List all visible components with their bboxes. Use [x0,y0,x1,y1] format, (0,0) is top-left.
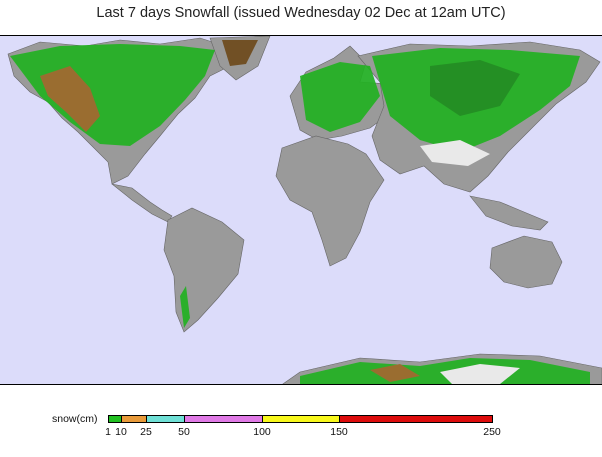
ice-antarctica [440,364,520,384]
africa [275,135,385,267]
legend-swatch-50-100 [184,415,263,423]
legend-swatch-1-10 [108,415,122,423]
legend-swatch-10-25 [121,415,147,423]
australia [489,235,563,289]
ice-himalaya [420,140,490,166]
southeast-asia-islands [469,195,549,231]
legend-label: snow(cm) [52,413,98,425]
snow-antarctica-dark [370,364,420,382]
legend-tick-50: 50 [178,426,190,438]
snowfall-overlay [10,40,590,384]
snow-greenland [222,40,258,66]
legend-tick-25: 25 [140,426,152,438]
legend-tick-10: 10 [115,426,127,438]
central-america [111,183,173,223]
legend-swatch-150-250 [339,415,493,423]
snow-andes [180,286,190,328]
legend-swatch-100-150 [262,415,340,423]
legend-tick-1: 1 [105,426,111,438]
snow-north-america-mountains [40,66,100,132]
legend-tick-100: 100 [253,426,271,438]
legend-swatch-25-50 [146,415,185,423]
world-map [0,35,602,385]
snowfall-legend: snow(cm) 1 10 25 50 100 150 250 [0,395,602,455]
legend-tick-150: 150 [330,426,348,438]
snow-asia-dark [430,60,520,116]
snow-europe [300,62,380,132]
map-title: Last 7 days Snowfall (issued Wednesday 0… [96,5,506,21]
legend-tick-250: 250 [483,426,501,438]
world-map-canvas [0,36,602,384]
